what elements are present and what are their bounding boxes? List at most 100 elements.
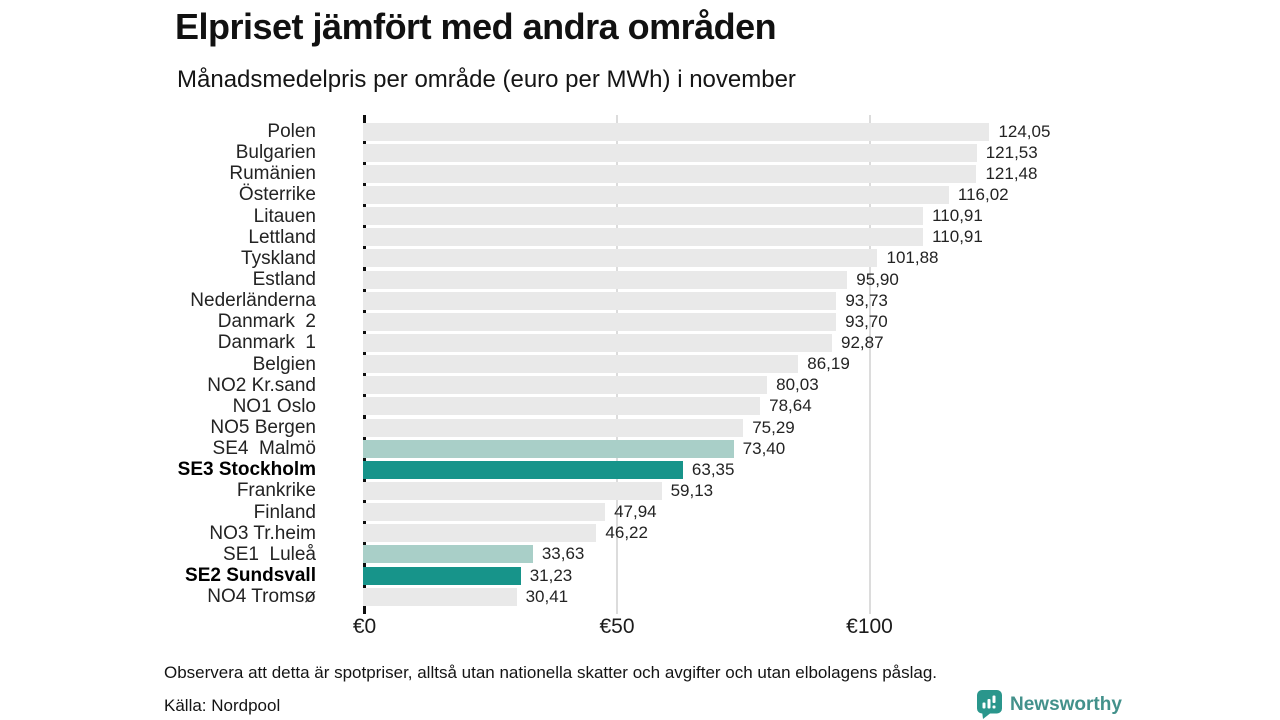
- bar-row: Danmark 2 93,70: [165, 311, 1165, 332]
- bar: [363, 185, 949, 204]
- bar: [363, 545, 533, 564]
- bar-area: 47,94: [363, 502, 1165, 522]
- bar-area: 86,19: [363, 354, 1165, 374]
- bar-chart: Polen 124,05 Bulgarien 121,53 Rumänien 121,48…: [165, 115, 1165, 638]
- bar-value-label: 78,64: [769, 396, 812, 416]
- category-label: SE4 Malmö: [212, 438, 316, 460]
- bar-area: 30,41: [363, 586, 1165, 606]
- gridline: [868, 115, 871, 614]
- category-label: Danmark 1: [217, 332, 316, 354]
- category-label: NO5 Bergen: [210, 417, 316, 439]
- bar-value-label: 75,29: [752, 417, 795, 437]
- category-label: Lettland: [248, 226, 316, 248]
- bar: [363, 312, 837, 331]
- bar-rows: Polen 124,05 Bulgarien 121,53 Rumänien 121,48…: [165, 121, 1165, 607]
- bar-row: SE1 Luleå 33,63: [165, 544, 1165, 565]
- bar-value-label: 121,53: [985, 142, 1038, 162]
- bar: [363, 164, 977, 183]
- bar-row: Lettland 110,91: [165, 227, 1165, 248]
- bar: [363, 249, 878, 268]
- category-label: SE1 Luleå: [223, 543, 316, 565]
- bar: [363, 291, 837, 310]
- bar: [363, 207, 924, 226]
- bar-value-label: 124,05: [998, 121, 1051, 141]
- bar-value-label: 110,91: [932, 227, 983, 247]
- bar: [363, 397, 761, 416]
- bar: [363, 270, 848, 289]
- bar-area: 121,53: [363, 142, 1165, 162]
- category-label: Litauen: [253, 205, 316, 227]
- category-label: Rumänien: [229, 163, 316, 185]
- bar: [363, 481, 662, 500]
- x-tick-label: €100: [846, 615, 893, 638]
- category-label: NO4 Tromsø: [207, 586, 316, 608]
- category-label: Danmark 2: [217, 311, 316, 333]
- category-label: NO1 Oslo: [232, 395, 316, 417]
- bar-row: Nederländerna 93,73: [165, 290, 1165, 311]
- category-label: Belgien: [252, 353, 316, 375]
- bar: [363, 376, 768, 395]
- bar-value-label: 93,73: [845, 290, 888, 310]
- bar-area: 31,23: [363, 565, 1165, 585]
- bar-area: 121,48: [363, 163, 1165, 183]
- bar: [363, 355, 799, 374]
- category-label: Österrike: [238, 184, 316, 206]
- chart-subtitle: Månadsmedelpris per område (euro per MWh…: [177, 66, 796, 93]
- category-label: Finland: [253, 501, 316, 523]
- bar-value-label: 73,40: [742, 438, 786, 458]
- bar-area: 46,22: [363, 523, 1165, 543]
- bar-value-label: 95,90: [856, 269, 899, 289]
- bar-row: Belgien 86,19: [165, 354, 1165, 375]
- bar-area: 93,70: [363, 311, 1165, 331]
- bar-value-label: 80,03: [776, 375, 819, 395]
- category-label: SE3 Stockholm: [177, 459, 316, 481]
- bar: [363, 122, 990, 141]
- bar-value-label: 121,48: [985, 163, 1038, 183]
- bar-row: Polen 124,05: [165, 121, 1165, 142]
- category-label: SE2 Sundsvall: [185, 565, 316, 587]
- bar-row: Estland 95,90: [165, 269, 1165, 290]
- bar-area: 110,91: [363, 206, 1165, 226]
- bar-area: 78,64: [363, 396, 1165, 416]
- brand-name: Newsworthy: [1010, 693, 1122, 715]
- bar-value-label: 86,19: [807, 354, 850, 374]
- bar-area: 75,29: [363, 417, 1165, 437]
- bar-row: Finland 47,94: [165, 502, 1165, 523]
- bar-row: NO1 Oslo 78,64: [165, 396, 1165, 417]
- category-label: Bulgarien: [235, 142, 316, 164]
- bar-value-label: 116,02: [957, 184, 1009, 204]
- bar: [363, 143, 977, 162]
- chart-source: Källa: Nordpool: [164, 696, 281, 715]
- bar-row: Danmark 1 92,87: [165, 332, 1165, 353]
- bar-value-label: 93,70: [845, 311, 888, 331]
- bar-row: Bulgarien 121,53: [165, 142, 1165, 163]
- bar-value-label: 31,23: [529, 565, 573, 585]
- bar-area: 33,63: [363, 544, 1165, 564]
- bar-row: NO4 Tromsø 30,41: [165, 586, 1165, 607]
- bar-area: 92,87: [363, 333, 1165, 352]
- bar-value-label: 46,22: [605, 523, 648, 543]
- bar-row: Österrike 116,02: [165, 184, 1165, 205]
- bar: [363, 228, 924, 247]
- bar: [363, 333, 832, 352]
- bar: [363, 439, 734, 458]
- category-label: Polen: [267, 121, 316, 143]
- category-label: NO2 Kr.sand: [207, 374, 316, 396]
- bar-value-label: 30,41: [525, 586, 569, 606]
- category-label: Frankrike: [236, 480, 316, 502]
- bar-row: Frankrike 59,13: [165, 480, 1165, 501]
- bar-row: Litauen 110,91: [165, 206, 1165, 227]
- bar-value-label: 47,94: [614, 502, 657, 522]
- x-axis: €0 €50 €100: [165, 615, 1165, 645]
- bar: [363, 587, 517, 606]
- bar-row: Rumänien 121,48: [165, 163, 1165, 184]
- category-label: NO3 Tr.heim: [209, 522, 316, 544]
- bar-row: SE4 Malmö 73,40: [165, 438, 1165, 459]
- x-tick-label: €50: [599, 615, 635, 638]
- category-label: Nederländerna: [190, 290, 316, 312]
- brand-logo: Newsworthy: [977, 690, 1122, 719]
- bar-row: NO2 Kr.sand 80,03: [165, 375, 1165, 396]
- bar-area: 116,02: [363, 184, 1165, 204]
- bar-area: 101,88: [363, 248, 1165, 268]
- bar-row: NO3 Tr.heim 46,22: [165, 523, 1165, 544]
